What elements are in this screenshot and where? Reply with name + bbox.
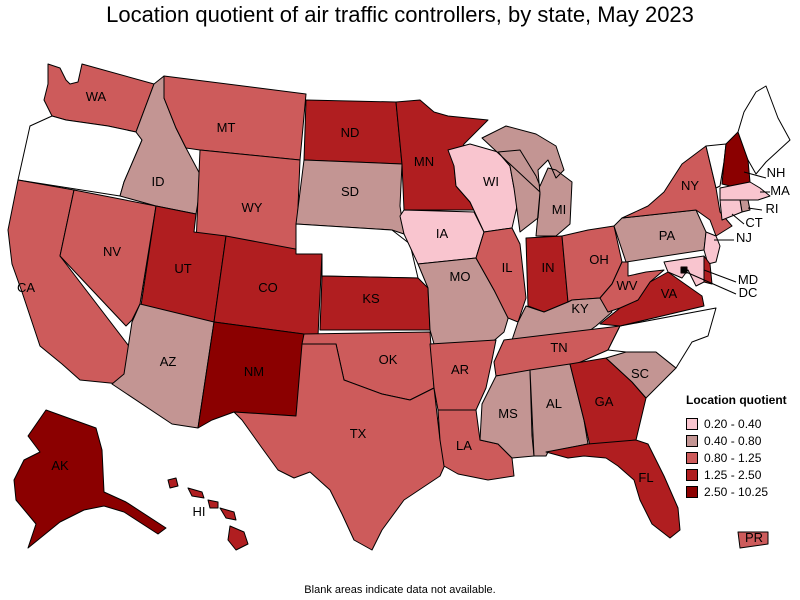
state-label-al: AL	[546, 396, 562, 411]
page-title: Location quotient of air traffic control…	[106, 2, 694, 27]
state-ct[interactable]	[719, 199, 743, 221]
state-tx[interactable]	[233, 343, 449, 551]
leader-lines	[685, 171, 770, 295]
state-label-hi: HI	[193, 504, 206, 519]
legend-rows: 0.20 - 0.40 0.40 - 0.80 0.80 - 1.25 1.25 - …	[686, 415, 800, 500]
state-label-mt: MT	[217, 120, 236, 135]
leader-line-md	[703, 269, 737, 283]
state-label-ut: UT	[174, 261, 191, 276]
state-fl[interactable]	[545, 439, 681, 539]
state-label-ri: RI	[766, 201, 779, 216]
legend-swatch	[686, 485, 698, 498]
state-label-co: CO	[258, 280, 278, 295]
leader-line-ct	[731, 213, 745, 225]
state-ak[interactable]	[13, 409, 167, 549]
legend-swatch	[686, 451, 698, 464]
state-label-nd: ND	[341, 125, 360, 140]
legend-row: 0.40 - 0.80	[686, 432, 800, 449]
legend-swatch	[686, 434, 698, 447]
state-label-ok: OK	[379, 352, 398, 367]
legend-label: 0.80 - 1.25	[704, 450, 762, 465]
legend-label: 1.25 - 2.50	[704, 467, 762, 482]
state-label-il: IL	[502, 260, 513, 275]
state-label-wy: WY	[242, 200, 263, 215]
legend-label: 0.20 - 0.40	[704, 416, 762, 431]
state-mt[interactable]	[163, 75, 307, 161]
legend-label: 0.40 - 0.80	[704, 433, 762, 448]
state-label-tn: TN	[550, 340, 567, 355]
state-ca[interactable]	[7, 179, 139, 385]
leader-line-dc	[685, 271, 737, 295]
state-label-nj: NJ	[736, 230, 752, 245]
labels-layer: WA CA NV ID MT WY UT AZ CO NM ND SD KS OK TX MN IA MO AR LA…	[17, 89, 790, 545]
state-label-tx: TX	[350, 426, 367, 441]
states-layer	[7, 63, 791, 551]
legend-title: Location quotient	[686, 393, 787, 407]
state-nc[interactable]	[607, 307, 717, 369]
legend-row: 0.20 - 0.40	[686, 415, 800, 432]
state-label-oh: OH	[589, 252, 609, 267]
state-label-ms: MS	[498, 406, 518, 421]
state-label-ga: GA	[595, 394, 614, 409]
legend-swatch	[686, 468, 698, 481]
state-label-dc: DC	[739, 285, 758, 300]
state-label-mo: MO	[450, 269, 471, 284]
state-label-fl: FL	[638, 470, 653, 485]
state-label-pa: PA	[659, 228, 676, 243]
dc-marker	[681, 267, 687, 273]
state-label-va: VA	[661, 286, 678, 301]
state-label-nm: NM	[244, 364, 264, 379]
state-label-wi: WI	[483, 174, 499, 189]
state-label-ks: KS	[362, 291, 380, 306]
legend-row: 0.80 - 1.25	[686, 449, 800, 466]
state-me[interactable]	[737, 85, 791, 175]
state-label-ca: CA	[17, 280, 35, 295]
state-label-nv: NV	[103, 244, 121, 259]
state-label-la: LA	[456, 438, 472, 453]
footnote: Blank areas indicate data not available.	[304, 584, 496, 596]
state-hi[interactable]	[167, 477, 249, 551]
leader-line-ri	[747, 207, 763, 211]
state-label-mi: MI	[552, 202, 566, 217]
state-la[interactable]	[437, 409, 515, 481]
legend-label: 2.50 - 10.25	[704, 484, 769, 499]
state-ny[interactable]	[621, 145, 733, 237]
state-label-az: AZ	[160, 354, 177, 369]
state-label-md: MD	[738, 272, 758, 287]
legend-row: 2.50 - 10.25	[686, 483, 800, 500]
state-label-ar: AR	[451, 362, 469, 377]
state-label-pr: PR	[745, 530, 763, 545]
state-label-in: IN	[542, 260, 555, 275]
state-label-ct: CT	[745, 215, 762, 230]
legend: Location quotient 0.20 - 0.40 0.40 - 0.80…	[686, 393, 800, 500]
leader-line-nh	[743, 171, 767, 179]
state-label-ma: MA	[770, 183, 790, 198]
state-label-wv: WV	[617, 278, 638, 293]
state-label-ak: AK	[51, 458, 69, 473]
state-label-id: ID	[152, 174, 165, 189]
state-label-ky: KY	[571, 301, 589, 316]
state-pr[interactable]	[737, 531, 769, 549]
state-wi[interactable]	[447, 143, 519, 233]
state-label-mn: MN	[414, 154, 434, 169]
state-label-nh: NH	[767, 165, 786, 180]
legend-row: 1.25 - 2.50	[686, 466, 800, 483]
state-vt[interactable]	[705, 143, 727, 189]
state-ar[interactable]	[429, 339, 497, 411]
state-label-sc: SC	[631, 366, 649, 381]
state-mi[interactable]	[481, 125, 573, 237]
legend-swatch	[686, 417, 698, 430]
state-wv[interactable]	[599, 261, 665, 313]
state-label-sd: SD	[341, 184, 359, 199]
state-label-wa: WA	[86, 89, 107, 104]
state-label-ny: NY	[681, 178, 699, 193]
state-label-ia: IA	[436, 226, 449, 241]
